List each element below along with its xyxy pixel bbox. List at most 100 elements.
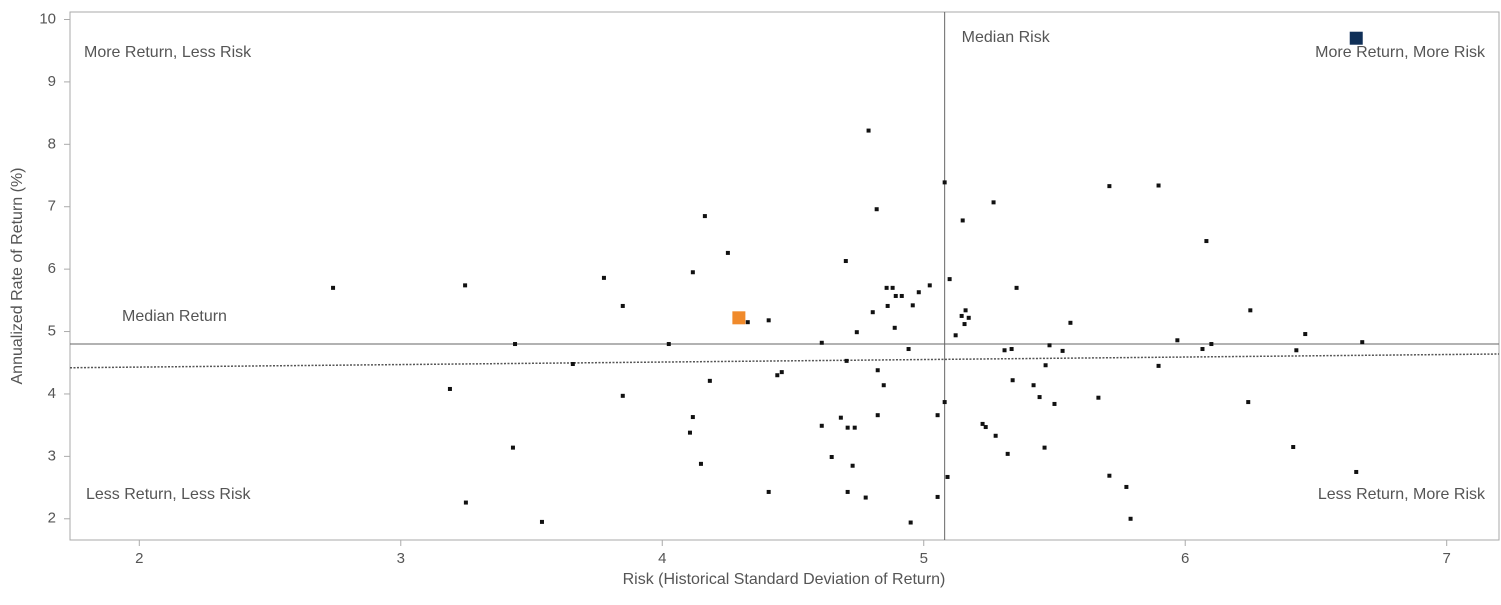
point <box>1014 285 1019 290</box>
point <box>1005 451 1010 456</box>
point <box>1047 343 1052 348</box>
point <box>766 489 771 494</box>
point <box>745 320 750 325</box>
point <box>1042 445 1047 450</box>
point <box>892 325 897 330</box>
point <box>690 415 695 420</box>
point <box>570 362 575 366</box>
point <box>942 400 947 405</box>
point <box>1002 348 1007 353</box>
y-tick-label: 8 <box>48 135 56 152</box>
point <box>875 368 880 373</box>
point <box>620 393 625 398</box>
point <box>1052 401 1057 406</box>
point <box>844 358 849 363</box>
point <box>963 308 968 313</box>
point <box>1107 184 1112 189</box>
y-tick-label: 3 <box>48 447 56 464</box>
highlight-point <box>1349 31 1363 45</box>
point <box>513 342 518 347</box>
point <box>838 415 843 420</box>
point <box>875 413 880 418</box>
point <box>910 303 915 308</box>
point <box>945 474 950 479</box>
x-tick-label: 5 <box>920 550 928 567</box>
point <box>1156 183 1161 188</box>
point <box>959 313 964 318</box>
quadrant-label: Less Return, More Risk <box>1318 486 1486 503</box>
point <box>983 425 988 430</box>
point <box>766 318 771 323</box>
point <box>1354 469 1359 474</box>
x-tick-label: 7 <box>1443 550 1451 567</box>
point <box>779 370 784 375</box>
point <box>510 445 515 450</box>
point <box>885 303 890 308</box>
point <box>863 495 868 500</box>
point <box>850 463 855 468</box>
point <box>819 423 824 428</box>
point <box>707 378 712 383</box>
point <box>906 347 911 352</box>
point <box>1204 239 1209 244</box>
point <box>687 430 692 435</box>
point <box>463 283 468 288</box>
point <box>980 421 985 426</box>
x-tick-label: 6 <box>1181 550 1189 567</box>
x-tick-label: 2 <box>135 550 143 567</box>
point <box>960 218 965 223</box>
point <box>1043 363 1048 368</box>
point <box>870 310 875 315</box>
point <box>845 489 850 494</box>
point <box>1010 378 1015 383</box>
point <box>1294 348 1299 353</box>
x-tick-label: 4 <box>658 550 666 567</box>
point <box>962 322 967 327</box>
point <box>866 128 871 133</box>
y-tick-label: 6 <box>48 260 56 277</box>
point <box>1037 395 1042 400</box>
point <box>702 214 707 219</box>
point <box>966 315 971 320</box>
highlight-point <box>732 311 746 325</box>
point <box>884 285 889 290</box>
point <box>725 250 730 255</box>
point <box>539 519 544 524</box>
y-axis-title: Annualized Rate of Return (%) <box>9 168 26 385</box>
point <box>947 277 952 282</box>
median-risk-label: Median Risk <box>962 29 1051 46</box>
point <box>935 413 940 418</box>
point <box>819 340 824 345</box>
y-tick-label: 5 <box>48 323 56 340</box>
point <box>1124 484 1129 489</box>
point <box>775 373 780 378</box>
point <box>1303 332 1308 337</box>
point <box>1107 473 1112 478</box>
point <box>890 285 895 290</box>
point <box>935 494 940 499</box>
point <box>690 270 695 275</box>
point <box>1068 320 1073 325</box>
point <box>331 285 336 290</box>
point <box>1156 363 1161 368</box>
point <box>666 342 671 347</box>
point <box>1291 445 1296 450</box>
point <box>1128 516 1133 521</box>
plot-frame <box>69 11 1500 541</box>
point <box>620 303 625 308</box>
trend-line <box>69 353 1500 369</box>
point <box>1031 383 1036 388</box>
point <box>1360 340 1365 345</box>
point <box>942 180 947 185</box>
y-tick-label: 7 <box>48 198 56 215</box>
point <box>1248 308 1253 313</box>
point <box>991 200 996 205</box>
point <box>854 330 859 335</box>
point <box>829 454 834 459</box>
point <box>927 283 932 288</box>
point <box>1009 347 1014 352</box>
x-tick-label: 3 <box>397 550 405 567</box>
x-axis-title: Risk (Historical Standard Deviation of R… <box>623 571 946 588</box>
